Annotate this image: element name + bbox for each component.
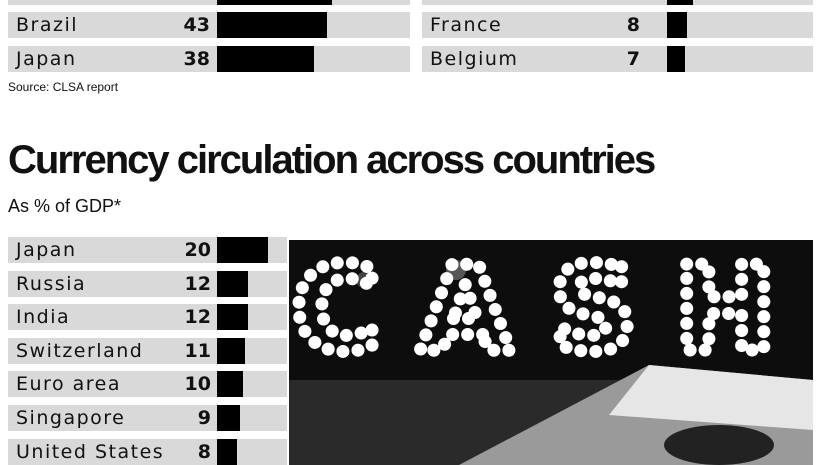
chart-row: India 12	[8, 304, 287, 330]
row-value: 8	[197, 441, 211, 463]
row-label: India	[16, 306, 71, 328]
top-row	[422, 0, 813, 5]
bar	[667, 0, 693, 5]
top-row: Japan 38	[8, 46, 410, 72]
row-label: Russia	[16, 273, 87, 295]
cash-sign-photo: CASH	[289, 240, 813, 465]
chart-row: Japan 20	[8, 237, 287, 263]
bar	[667, 46, 685, 72]
bar	[217, 12, 327, 38]
row-value: 12	[184, 306, 211, 328]
top-row: Belgium 7	[422, 46, 813, 72]
chart-row: Euro area 10	[8, 371, 287, 397]
row-label: Singapore	[16, 407, 126, 429]
bar	[667, 12, 688, 38]
chart-row: Singapore 9	[8, 405, 287, 431]
cash-sign-text: CASH	[293, 240, 813, 378]
source-note: Source: CLSA report	[8, 80, 119, 94]
chart-title: Currency circulation across countries	[8, 138, 656, 182]
chart-row: Russia 12	[8, 271, 287, 297]
row-value: 10	[184, 373, 211, 395]
bar	[217, 439, 238, 465]
top-row: France 8	[422, 12, 813, 38]
top-row	[8, 0, 410, 5]
bar	[217, 46, 314, 72]
chart-subtitle: As % of GDP*	[8, 196, 122, 216]
row-label: Japan	[16, 239, 77, 261]
row-label: Brazil	[16, 14, 79, 36]
bar	[217, 405, 240, 431]
row-label: Belgium	[430, 48, 519, 70]
row-label: France	[430, 14, 503, 36]
row-value: 9	[197, 407, 211, 429]
person-head	[664, 425, 774, 465]
bar	[217, 338, 246, 364]
chart-row: United States 8	[8, 439, 287, 465]
bar	[217, 271, 248, 297]
top-row: Brazil 43	[8, 12, 410, 38]
row-label: Switzerland	[16, 340, 144, 362]
photo-graphic: CASH	[289, 240, 813, 465]
row-value: 12	[184, 273, 211, 295]
bar	[217, 371, 243, 397]
row-value: 20	[184, 239, 211, 261]
row-value: 7	[626, 48, 640, 70]
bar	[217, 304, 248, 330]
row-label: United States	[16, 441, 165, 463]
row-label: Euro area	[16, 373, 121, 395]
row-value: 11	[184, 340, 211, 362]
row-value: 38	[183, 48, 210, 70]
chart-row: Switzerland 11	[8, 338, 287, 364]
bar	[217, 237, 268, 263]
row-value: 8	[626, 14, 640, 36]
row-value: 43	[183, 14, 210, 36]
row-label: Japan	[16, 48, 77, 70]
bar	[217, 0, 332, 5]
